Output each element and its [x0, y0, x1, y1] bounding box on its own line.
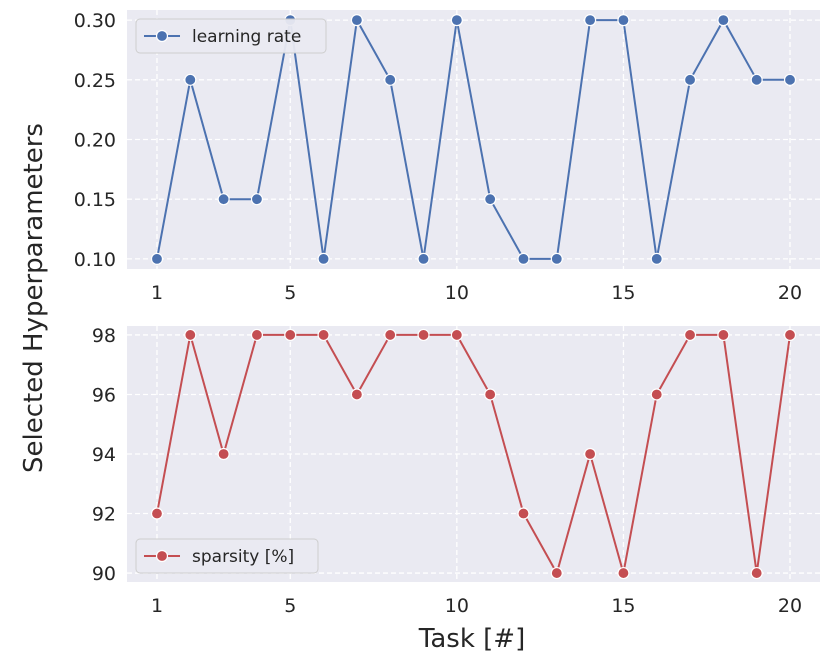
data-point: [517, 507, 530, 520]
data-point: [150, 507, 164, 520]
data-point: [717, 14, 730, 27]
series-line: [156, 17, 790, 260]
y-tick-label: 90: [92, 563, 116, 585]
data-point: [617, 566, 630, 580]
data-point: [184, 328, 197, 342]
y-tick-label: 0.15: [74, 189, 116, 211]
x-tick-label: 15: [611, 595, 635, 617]
data-point: [384, 73, 397, 86]
data-point: [350, 14, 363, 27]
y-tick-label: 0.10: [74, 249, 116, 271]
x-tick-label: 10: [445, 595, 469, 617]
data-point: [484, 193, 497, 206]
data-point: [584, 14, 597, 27]
legend-label: learning rate: [192, 27, 301, 47]
data-point: [650, 388, 663, 401]
data-point: [783, 328, 797, 342]
data-point: [750, 73, 763, 86]
y-tick-label: 94: [92, 444, 116, 466]
data-point: [284, 328, 297, 342]
data-point: [584, 447, 597, 461]
x-tick-label: 15: [611, 282, 635, 304]
data-point: [450, 14, 463, 27]
legend: sparsity [%]: [135, 538, 319, 574]
y-tick-label: 0.30: [74, 10, 116, 32]
data-point: [783, 73, 797, 86]
data-point: [617, 14, 630, 27]
data-point: [484, 388, 497, 401]
data-point: [150, 252, 164, 265]
x-tick-label: 20: [778, 595, 802, 617]
x-tick-label: 5: [284, 282, 296, 304]
x-tick-label: 5: [284, 595, 296, 617]
data-point: [650, 252, 663, 265]
data-point: [750, 566, 763, 580]
data-point: [184, 73, 197, 86]
data-point: [450, 328, 463, 342]
data-point: [384, 328, 397, 342]
y-tick-label: 96: [92, 384, 116, 406]
data-point: [350, 388, 363, 401]
data-point: [317, 252, 330, 265]
x-axis-label: Task [#]: [418, 624, 525, 654]
data-point: [683, 73, 697, 86]
data-point: [550, 566, 563, 580]
legend-label: sparsity [%]: [192, 547, 294, 567]
y-tick-label: 0.25: [74, 70, 116, 92]
legend-marker: [155, 549, 169, 563]
data-point: [517, 252, 530, 265]
legend-box: [135, 538, 319, 574]
y-axis-label: Selected Hyperparameters: [19, 123, 49, 473]
data-point: [317, 328, 330, 342]
data-point: [250, 328, 264, 342]
x-tick-label: 1: [151, 282, 163, 304]
data-point: [217, 193, 230, 206]
legend-box: [135, 18, 327, 54]
data-point: [683, 328, 697, 342]
x-tick-label: 20: [778, 282, 802, 304]
legend-marker: [155, 29, 169, 43]
x-tick-label: 10: [445, 282, 469, 304]
data-point: [417, 328, 430, 342]
data-point: [717, 328, 730, 342]
y-tick-label: 92: [92, 504, 116, 526]
x-tick-label: 1: [151, 595, 163, 617]
data-point: [217, 447, 230, 461]
legend: learning rate: [135, 18, 327, 54]
y-tick-label: 98: [92, 325, 116, 347]
data-point: [550, 252, 563, 265]
y-tick-label: 0.20: [74, 130, 116, 152]
data-point: [417, 252, 430, 265]
data-point: [250, 193, 264, 206]
